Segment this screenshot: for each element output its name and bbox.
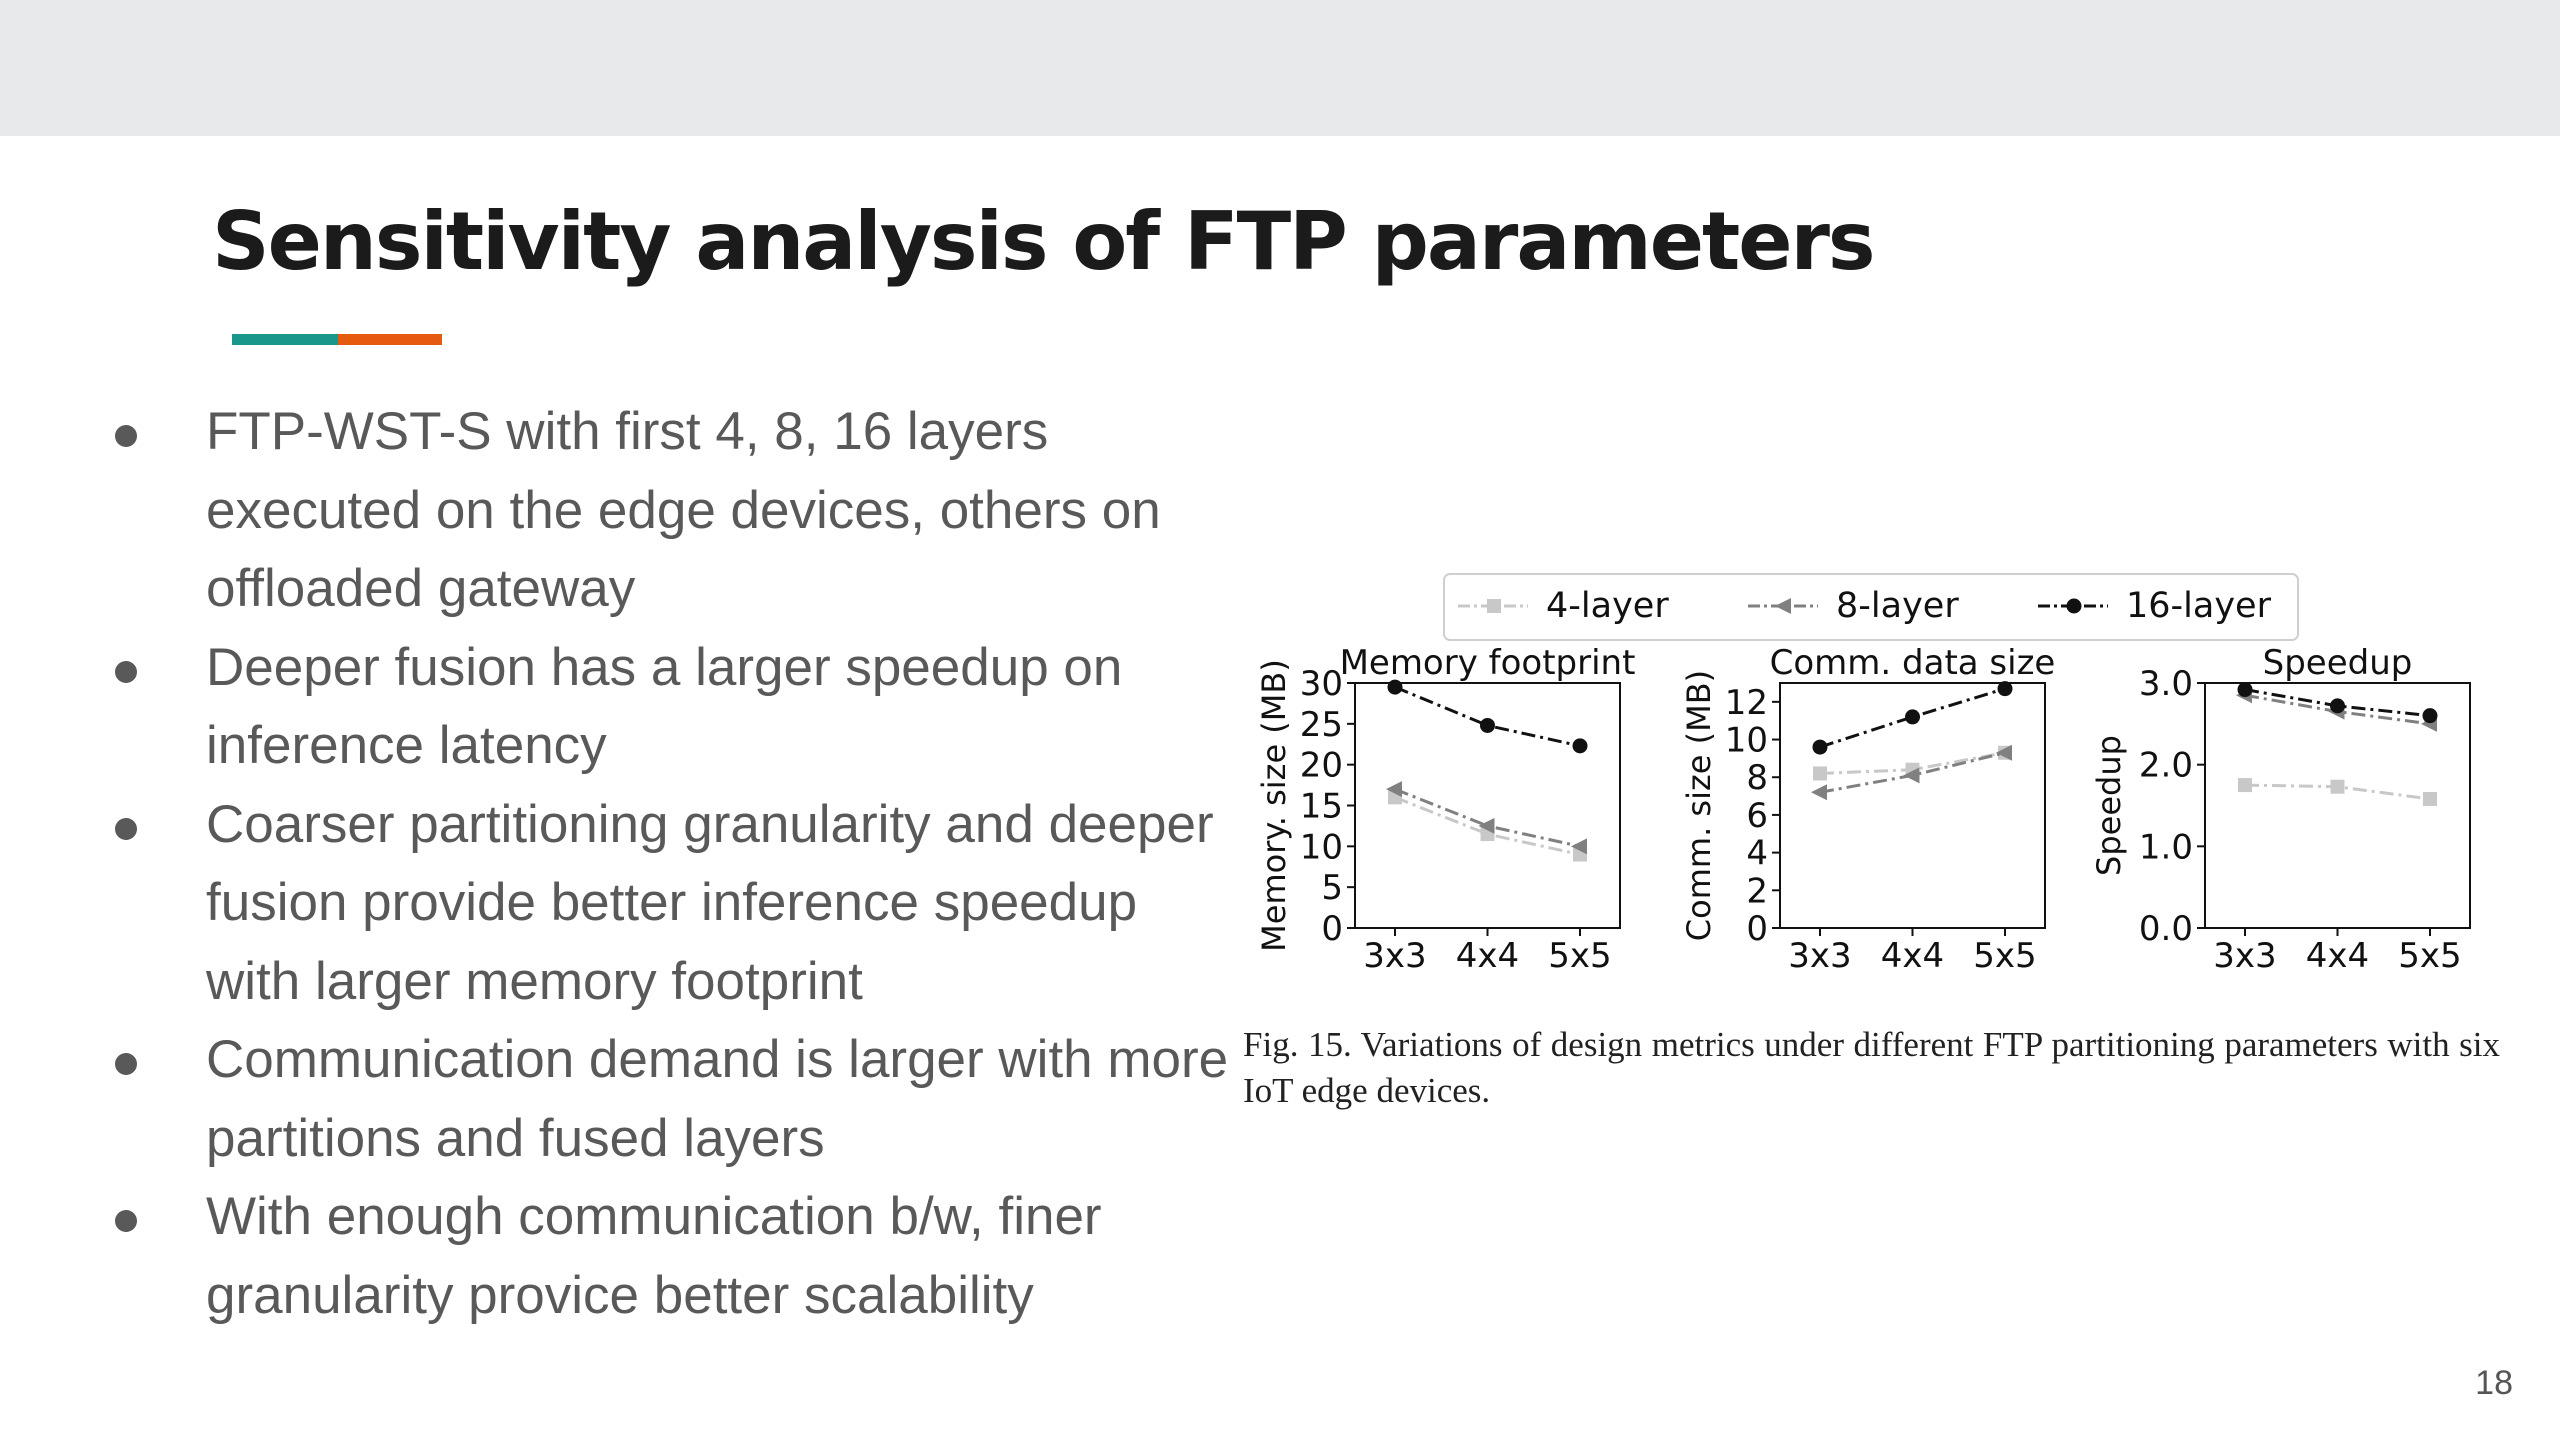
title-accent-teal: [232, 334, 338, 345]
legend-box: [1443, 573, 2299, 641]
legend-marker: [2066, 598, 2082, 614]
bullet-item: Communication demand is larger with more…: [0, 1021, 1240, 1178]
y-tick-label: 0: [1746, 909, 1768, 949]
data-point: [2423, 791, 2437, 806]
bullet-item: FTP-WST-S with first 4, 8, 16 layers exe…: [0, 393, 1240, 629]
y-axis-label: Memory. size (MB): [1255, 659, 1293, 952]
y-tick-label: 10: [1725, 721, 1768, 761]
bullet-dot: [115, 1053, 137, 1075]
data-point: [1905, 709, 1920, 725]
panel-title: Comm. data size: [1770, 643, 2056, 683]
y-tick-label: 12: [1725, 683, 1768, 723]
x-tick-label: 5x5: [2398, 936, 2461, 976]
data-point: [2238, 778, 2252, 793]
x-tick-label: 4x4: [1456, 936, 1519, 976]
bullet-text: With enough communication b/w, finer gra…: [206, 1187, 1102, 1325]
title-accent-orange: [338, 334, 442, 345]
y-tick-label: 8: [1746, 758, 1768, 798]
bullet-item: With enough communication b/w, finer gra…: [0, 1178, 1240, 1335]
y-tick-label: 6: [1746, 796, 1768, 836]
data-point: [1386, 781, 1402, 798]
series-line: [1819, 687, 2006, 749]
y-tick-label: 2.0: [2139, 746, 2193, 786]
y-tick-label: 3.0: [2139, 664, 2193, 704]
y-tick-label: 25: [1300, 705, 1343, 745]
data-point: [2330, 779, 2345, 794]
data-point: [1813, 766, 1827, 781]
data-point: [1387, 679, 1403, 695]
y-tick-label: 0: [1321, 909, 1343, 949]
bullet-dot: [115, 817, 137, 840]
data-point: [2422, 708, 2438, 724]
legend-marker: [1487, 599, 1501, 613]
data-point: [1996, 744, 2012, 761]
data-point: [1997, 681, 2013, 697]
x-tick-label: 3x3: [1788, 936, 1851, 976]
series-line: [1394, 685, 1581, 748]
bullet-dot: [115, 425, 137, 447]
data-point: [2237, 682, 2253, 698]
data-point: [1478, 817, 1495, 834]
slide-title: Sensitivity analysis of FTP parameters: [212, 195, 1876, 288]
y-tick-label: 5: [1321, 868, 1343, 908]
panel-title: Memory footprint: [1340, 643, 1636, 683]
bullet-item: Deeper fusion has a larger speedup on in…: [0, 629, 1240, 786]
data-point: [1571, 838, 1587, 855]
data-point: [1480, 717, 1495, 733]
y-tick-label: 4: [1746, 834, 1768, 874]
y-tick-label: 30: [1300, 664, 1343, 704]
data-point: [1903, 767, 1920, 784]
series-line: [1394, 795, 1581, 856]
y-tick-label: 2: [1746, 871, 1768, 911]
y-axis-label: Speedup: [2090, 735, 2128, 876]
y-axis-label: Comm. size (MB): [1680, 670, 1718, 941]
bullet-list: FTP-WST-S with first 4, 8, 16 layers exe…: [0, 393, 1240, 1335]
legend-label: 8-layer: [1836, 586, 1959, 626]
data-point: [2330, 698, 2345, 714]
data-point: [1811, 784, 1827, 801]
y-tick-label: 1.0: [2139, 827, 2193, 867]
bullet-dot: [115, 1210, 137, 1232]
page-number: 18: [2475, 1364, 2513, 1402]
figure-caption: Fig. 15. Variations of design metrics un…: [1243, 1025, 2500, 1110]
data-point: [1812, 739, 1828, 755]
x-tick-label: 5x5: [1548, 936, 1611, 976]
x-tick-label: 5x5: [1973, 936, 2036, 976]
legend-label: 4-layer: [1546, 586, 1669, 626]
figure: 4-layer 8-layer 16-layer Memory footprint 0 5…: [1240, 560, 2500, 1140]
x-tick-label: 4x4: [2306, 936, 2369, 976]
series-line: [1394, 787, 1581, 848]
x-tick-label: 3x3: [1363, 936, 1426, 976]
bullet-text: Communication demand is larger with more…: [206, 1030, 1229, 1168]
panel-title: Speedup: [2263, 643, 2413, 683]
data-point: [1572, 738, 1588, 754]
y-tick-label: 15: [1300, 787, 1343, 827]
bullet-dot: [115, 660, 137, 683]
x-tick-label: 4x4: [1881, 936, 1944, 976]
y-tick-label: 10: [1300, 827, 1343, 867]
top-bar: [0, 0, 2560, 136]
bullet-item: Coarser partitioning granularity and dee…: [0, 786, 1240, 1022]
y-tick-label: 20: [1300, 746, 1343, 786]
bullet-text: Coarser partitioning granularity and dee…: [206, 794, 1214, 1011]
x-tick-label: 3x3: [2213, 936, 2276, 976]
legend-marker: [1775, 598, 1791, 614]
bullet-text: Deeper fusion has a larger speedup on in…: [206, 637, 1123, 776]
bullet-text: FTP-WST-S with first 4, 8, 16 layers exe…: [206, 402, 1161, 618]
legend-label: 16-layer: [2126, 586, 2272, 626]
y-tick-label: 0.0: [2139, 909, 2193, 949]
